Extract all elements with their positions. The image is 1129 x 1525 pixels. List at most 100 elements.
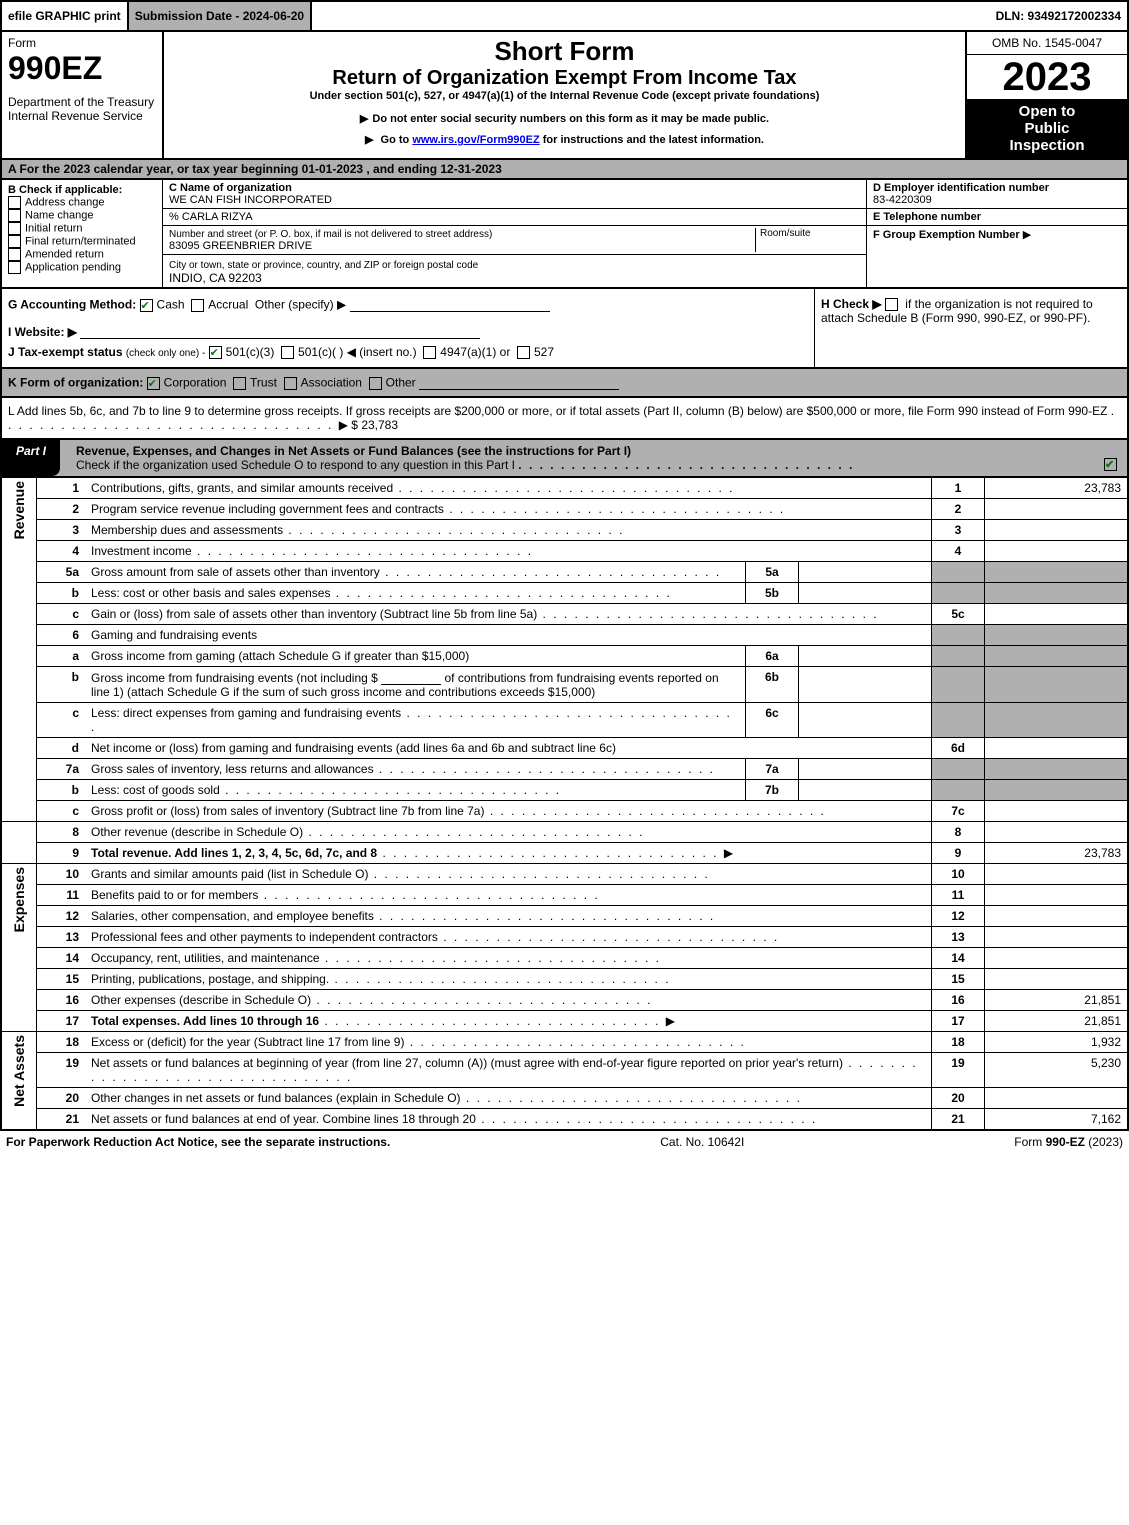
line-desc: Gaming and fundraising events: [91, 628, 257, 642]
line-num: 18: [37, 1032, 86, 1053]
chk-cash[interactable]: [140, 299, 153, 312]
chk-cash-label: Cash: [157, 298, 185, 312]
line-amount: [985, 927, 1129, 948]
line-desc: Program service revenue including govern…: [91, 502, 444, 516]
line-amount: [985, 864, 1129, 885]
chk-501c3-label: 501(c)(3): [226, 345, 275, 359]
website-field[interactable]: [80, 324, 480, 339]
form-word: Form: [8, 36, 156, 50]
footer-right-post: (2023): [1085, 1135, 1123, 1149]
line-desc: Membership dues and assessments: [91, 523, 283, 537]
chk-trust-label: Trust: [250, 376, 277, 390]
line-4: 4 Investment income 4: [1, 541, 1128, 562]
line-desc: Professional fees and other payments to …: [91, 930, 438, 944]
contrib-field[interactable]: [381, 670, 441, 685]
chk-527[interactable]: [517, 346, 530, 359]
dots-icon: [476, 1112, 817, 1126]
open-public-badge: Open to Public Inspection: [967, 99, 1127, 158]
dots-icon: [374, 909, 715, 923]
dln: DLN: 93492172002334: [990, 2, 1127, 30]
sub-val: [799, 703, 932, 738]
chk-final[interactable]: Final return/terminated: [8, 235, 156, 248]
d-label: D Employer identification number: [873, 182, 1049, 194]
other-specify-field[interactable]: [350, 297, 550, 312]
line-num: 6: [37, 625, 86, 646]
chk-final-label: Final return/terminated: [25, 235, 136, 247]
chk-initial-label: Initial return: [25, 222, 82, 234]
lines-table: Revenue 1 Contributions, gifts, grants, …: [0, 477, 1129, 1131]
section-l: L Add lines 5b, 6c, and 7b to line 9 to …: [0, 398, 1129, 440]
footer-right-pre: Form: [1014, 1135, 1045, 1149]
other-org-field[interactable]: [419, 375, 619, 390]
chk-501c[interactable]: [281, 346, 294, 359]
line-num: 16: [37, 990, 86, 1011]
chk-name[interactable]: Name change: [8, 209, 156, 222]
open-line2: Public: [971, 120, 1123, 137]
chk-501c3[interactable]: [209, 346, 222, 359]
line-19: 19 Net assets or fund balances at beginn…: [1, 1053, 1128, 1088]
gray-cell: [985, 703, 1129, 738]
line-desc: Net assets or fund balances at beginning…: [91, 1056, 843, 1070]
chk-schedule-o[interactable]: [1104, 458, 1117, 471]
line-desc: Occupancy, rent, utilities, and maintena…: [91, 951, 320, 965]
chk-amended[interactable]: Amended return: [8, 248, 156, 261]
city-label: City or town, state or province, country…: [169, 260, 478, 271]
chk-corp[interactable]: [147, 377, 160, 390]
chk-trust[interactable]: [233, 377, 246, 390]
line-num: b: [37, 667, 86, 703]
gray-cell: [985, 625, 1129, 646]
omb-number: OMB No. 1545-0047: [967, 32, 1127, 55]
line-box: 15: [932, 969, 985, 990]
box-c: C Name of organization WE CAN FISH INCOR…: [163, 180, 867, 287]
section-k: K Form of organization: Corporation Trus…: [0, 369, 1129, 398]
dots-icon: [329, 972, 670, 986]
ghij-left: G Accounting Method: Cash Accrual Other …: [2, 289, 814, 367]
footer-right: Form 990-EZ (2023): [1014, 1135, 1123, 1149]
line-num: a: [37, 646, 86, 667]
line-box: 1: [932, 478, 985, 499]
line-amount: 23,783: [985, 843, 1129, 864]
gray-cell: [932, 780, 985, 801]
l-value: 23,783: [361, 418, 398, 432]
line-amount: [985, 499, 1129, 520]
line-box: 17: [932, 1011, 985, 1032]
chk-accrual[interactable]: [191, 299, 204, 312]
line-box: 9: [932, 843, 985, 864]
chk-4947[interactable]: [423, 346, 436, 359]
line-desc: Total expenses. Add lines 10 through 16: [91, 1014, 319, 1028]
chk-assoc[interactable]: [284, 377, 297, 390]
line-num: 8: [37, 822, 86, 843]
line-desc: Other revenue (describe in Schedule O): [91, 825, 303, 839]
line-box: 3: [932, 520, 985, 541]
city-value: INDIO, CA 92203: [169, 271, 262, 285]
chk-address[interactable]: Address change: [8, 196, 156, 209]
line-num: 13: [37, 927, 86, 948]
chk-other-org[interactable]: [369, 377, 382, 390]
efile-label[interactable]: efile GRAPHIC print: [2, 2, 129, 30]
line-amount: 21,851: [985, 990, 1129, 1011]
irs-link[interactable]: www.irs.gov/Form990EZ: [412, 134, 539, 146]
chk-initial[interactable]: Initial return: [8, 222, 156, 235]
line-6: 6 Gaming and fundraising events: [1, 625, 1128, 646]
dots-icon: [311, 993, 652, 1007]
chk-corp-label: Corporation: [164, 376, 227, 390]
chk-h[interactable]: [885, 298, 898, 311]
line-box: 2: [932, 499, 985, 520]
line-num: 7a: [37, 759, 86, 780]
line-num: 10: [37, 864, 86, 885]
line-6a: a Gross income from gaming (attach Sched…: [1, 646, 1128, 667]
sub-val: [799, 646, 932, 667]
k-label: K Form of organization:: [8, 376, 143, 390]
goto-arrow-icon: [365, 134, 377, 146]
line-desc: Other changes in net assets or fund bala…: [91, 1091, 461, 1105]
line-desc: Gross profit or (loss) from sales of inv…: [91, 804, 484, 818]
dots-icon: [320, 951, 661, 965]
line-desc: Gross sales of inventory, less returns a…: [91, 762, 374, 776]
line-num: 9: [37, 843, 86, 864]
line-desc: Salaries, other compensation, and employ…: [91, 909, 374, 923]
line-num: 11: [37, 885, 86, 906]
chk-pending[interactable]: Application pending: [8, 261, 156, 274]
gray-cell: [932, 562, 985, 583]
box-def: D Employer identification number 83-4220…: [867, 180, 1127, 287]
line-desc: Less: cost or other basis and sales expe…: [91, 586, 330, 600]
